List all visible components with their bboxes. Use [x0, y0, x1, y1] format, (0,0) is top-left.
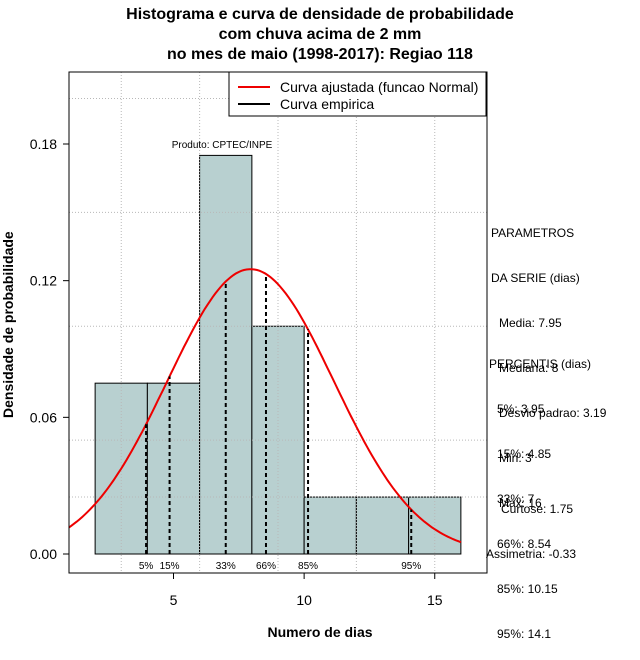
- percentile-label-2: 33%: [216, 561, 236, 572]
- parametros-max: Max: 16: [499, 496, 542, 510]
- legend-label-1: Curva empirica: [280, 96, 374, 112]
- percentile-label-4: 85%: [298, 561, 318, 572]
- percentile-label-0: 5%: [139, 561, 154, 572]
- parametros-min: Min: 3: [499, 451, 532, 465]
- parametros-block: PARAMETROS DA SERIE (dias) Media: 7.95 M…: [491, 196, 606, 526]
- parametros-heading-1: PARAMETROS: [491, 226, 575, 240]
- percentis-p5: 5%: 3.95: [497, 402, 545, 416]
- x-tick-label-1: 10: [296, 592, 312, 608]
- y-tick-label-2: 0.12: [30, 273, 57, 289]
- y-tick-label-3: 0.18: [30, 136, 57, 152]
- y-tick-label-1: 0.06: [30, 409, 57, 425]
- chart-title-line-3: no mes de maio (1998-2017): Regiao 118: [167, 46, 473, 63]
- parametros-desvio: Desvio padrao: 3.19: [499, 406, 607, 420]
- histogram-bar-1: [146, 382, 201, 555]
- percentis-p85: 85%: 10.15: [497, 582, 558, 596]
- shape-block: Curtose: 1.75 Assimetria: -0.33: [486, 472, 576, 577]
- histogram-bar-5: [355, 496, 410, 555]
- percentile-label-3: 66%: [256, 561, 276, 572]
- percentis-p95: 95%: 14.1: [497, 627, 552, 641]
- x-tick-label-2: 15: [427, 592, 443, 608]
- parametros-mediana: Mediana: 8: [499, 361, 559, 375]
- percentis-p33: 33%: 7: [497, 492, 535, 506]
- percentis-p15: 15%: 4.85: [497, 447, 552, 461]
- legend-box: [228, 71, 487, 117]
- product-annotation: Produto: CPTEC/INPE: [172, 140, 273, 151]
- percentile-label-1: 15%: [160, 561, 180, 572]
- chart-title-line-1: Histograma e curva de densidade de proba…: [126, 6, 514, 23]
- y-tick-label-0: 0.00: [30, 546, 57, 562]
- curtose-text: Curtose: 1.75: [501, 502, 574, 516]
- legend-label-0: Curva ajustada (funcao Normal): [280, 79, 478, 95]
- x-axis-label: Numero de dias: [267, 624, 373, 640]
- parametros-heading-2: DA SERIE (dias): [491, 271, 580, 285]
- percentis-p66: 66%: 8.54: [497, 537, 552, 551]
- normal-fit-curve: [68, 268, 462, 544]
- y-axis-label: Densidade de probabilidade: [0, 231, 16, 418]
- percentis-block: PERCENTIS (dias) 5%: 3.95 15%: 4.85 33%:…: [489, 327, 591, 657]
- assimetria-text: Assimetria: -0.33: [486, 547, 577, 561]
- percentis-heading: PERCENTIS (dias): [489, 357, 592, 371]
- histogram-bar-4: [303, 496, 357, 555]
- chart-title-line-2: com chuva acima de 2 mm: [218, 26, 422, 43]
- percentile-label-5: 95%: [401, 561, 421, 572]
- x-tick-label-0: 5: [170, 592, 178, 608]
- parametros-media: Media: 7.95: [499, 316, 562, 330]
